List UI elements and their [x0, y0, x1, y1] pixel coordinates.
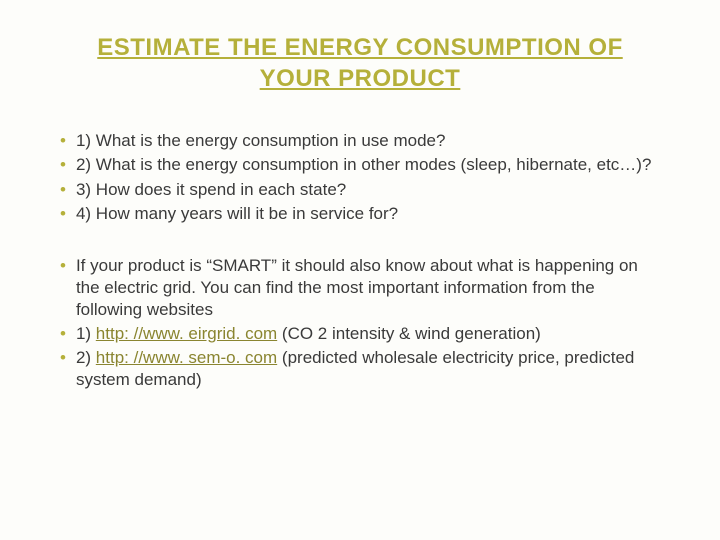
bullet-icon: •: [60, 179, 66, 201]
bullet-icon: •: [60, 203, 66, 225]
list-item: • If your product is “SMART” it should a…: [60, 255, 660, 321]
link-semo[interactable]: http: //www. sem-o. com: [96, 348, 277, 367]
link-prefix: 1): [76, 324, 96, 343]
bullet-text: If your product is “SMART” it should als…: [76, 255, 660, 321]
bullet-text: 2) What is the energy consumption in oth…: [76, 154, 660, 176]
bullet-text: 3) How does it spend in each state?: [76, 179, 660, 201]
bullet-icon: •: [60, 323, 66, 345]
bullet-icon: •: [60, 347, 66, 369]
list-item: • 4) How many years will it be in servic…: [60, 203, 660, 225]
list-item: • 3) How does it spend in each state?: [60, 179, 660, 201]
slide-title: ESTIMATE THE ENERGY CONSUMPTION OF YOUR …: [60, 32, 660, 94]
bullet-icon: •: [60, 255, 66, 277]
bullet-group-1: • 1) What is the energy consumption in u…: [60, 130, 660, 224]
bullet-text: 1) http: //www. eirgrid. com (CO 2 inten…: [76, 323, 660, 345]
slide: ESTIMATE THE ENERGY CONSUMPTION OF YOUR …: [0, 0, 720, 540]
bullet-icon: •: [60, 130, 66, 152]
list-item: • 2) What is the energy consumption in o…: [60, 154, 660, 176]
list-item: • 2) http: //www. sem-o. com (predicted …: [60, 347, 660, 391]
bullet-icon: •: [60, 154, 66, 176]
list-item: • 1) What is the energy consumption in u…: [60, 130, 660, 152]
bullet-text: 2) http: //www. sem-o. com (predicted wh…: [76, 347, 660, 391]
bullet-group-2: • If your product is “SMART” it should a…: [60, 255, 660, 392]
link-suffix: (CO 2 intensity & wind generation): [277, 324, 541, 343]
bullet-text: 1) What is the energy consumption in use…: [76, 130, 660, 152]
link-eirgrid[interactable]: http: //www. eirgrid. com: [96, 324, 277, 343]
link-prefix: 2): [76, 348, 96, 367]
list-item: • 1) http: //www. eirgrid. com (CO 2 int…: [60, 323, 660, 345]
bullet-text: 4) How many years will it be in service …: [76, 203, 660, 225]
